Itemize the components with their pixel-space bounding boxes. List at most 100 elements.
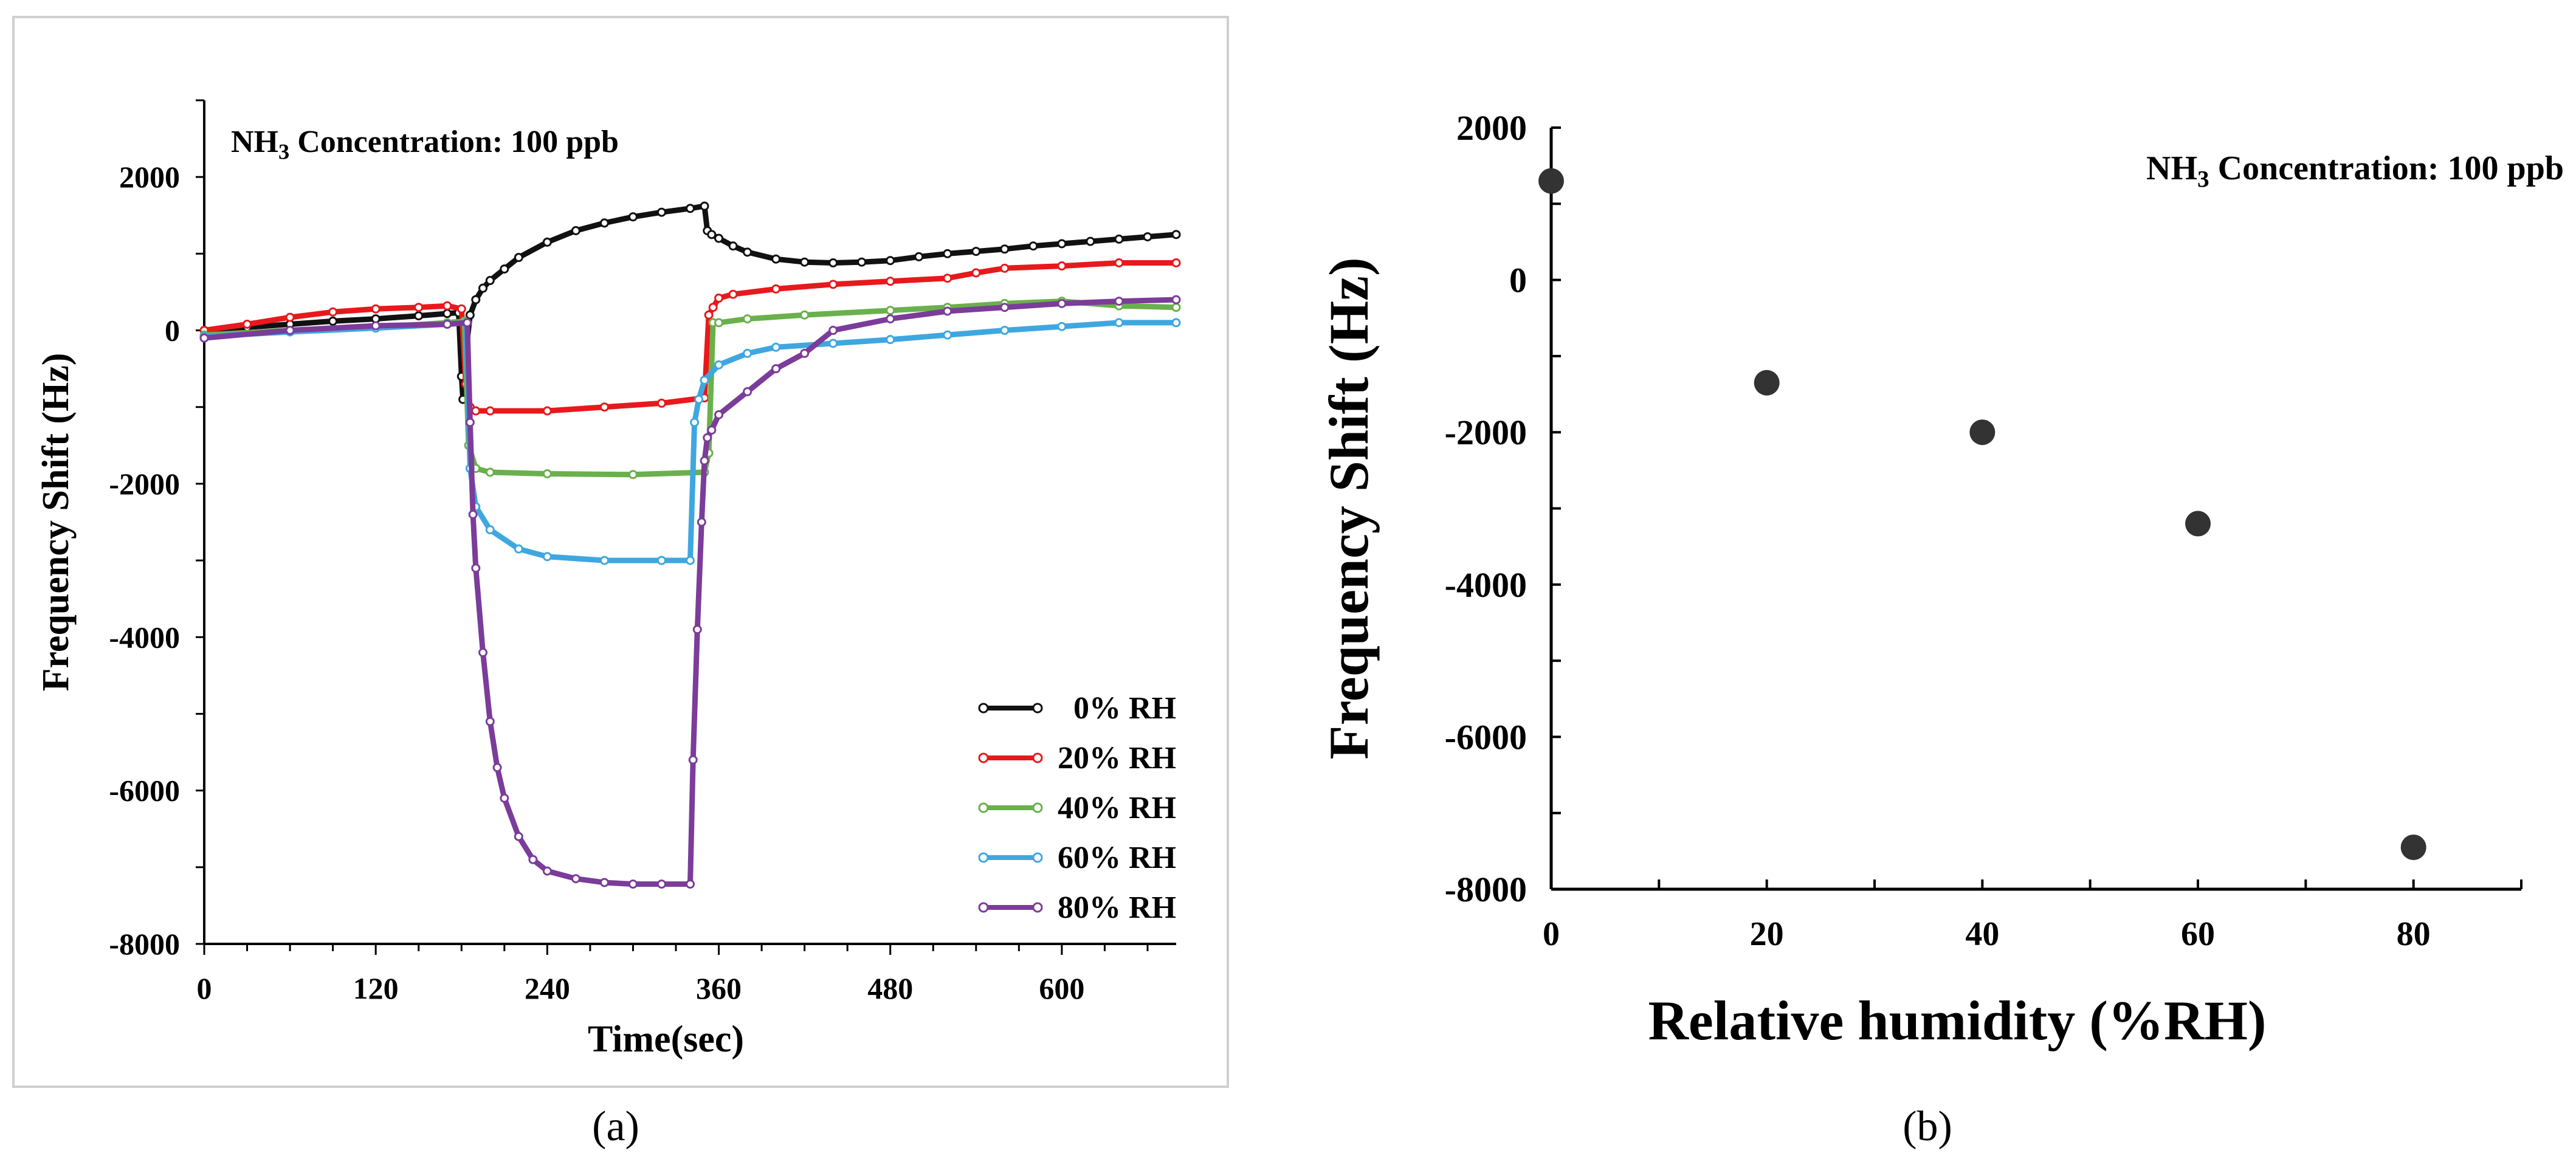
data-point: [478, 648, 488, 658]
data-point: [468, 509, 478, 519]
legend-label-4: 80% RH: [1058, 890, 1176, 925]
data-point: [714, 294, 724, 303]
y-tick-label: -8000: [1445, 870, 1527, 909]
data-point: [485, 467, 495, 477]
data-point: [443, 319, 452, 329]
legend-marker: [978, 902, 989, 913]
legend-marker: [978, 852, 989, 863]
data-point: [707, 230, 717, 239]
data-point: [708, 303, 718, 312]
data-point: [599, 218, 609, 228]
data-point: [485, 717, 495, 726]
data-point: [528, 855, 538, 864]
scatter-point: [2185, 511, 2211, 537]
data-point: [1000, 263, 1010, 273]
data-point: [886, 314, 895, 324]
legend-marker: [1032, 852, 1043, 863]
panel-b-axes: 0 20 40 60 80 2000 0 -2000 -4000 -6000 -8000 Relati…: [1318, 108, 2523, 1051]
data-point: [656, 398, 666, 408]
data-point: [485, 406, 495, 416]
data-point: [514, 544, 523, 554]
y-tick-label: -2000: [1445, 413, 1527, 452]
y-tick-label: -8000: [109, 927, 180, 961]
data-point: [500, 793, 509, 803]
data-point: [943, 249, 952, 258]
data-point: [800, 257, 810, 267]
data-point: [514, 831, 523, 841]
scatter-point: [1969, 419, 1996, 446]
data-point: [628, 212, 638, 222]
x-tick-label: 600: [1039, 971, 1084, 1005]
y-tick-label: 2000: [1456, 108, 1527, 148]
data-point: [1171, 230, 1181, 239]
panel-b-points: [1538, 168, 2426, 861]
data-point: [886, 306, 895, 315]
data-point: [771, 364, 781, 374]
data-point: [692, 625, 702, 635]
data-point: [1114, 318, 1124, 328]
y-tick-label: -4000: [109, 620, 180, 654]
data-point: [743, 314, 752, 324]
data-point: [703, 433, 712, 442]
panel-b-annotation: NH3 Concentration: 100 ppb: [2146, 150, 2564, 192]
data-point: [800, 348, 810, 358]
data-point: [471, 563, 481, 573]
data-point: [199, 333, 209, 343]
data-point: [463, 318, 472, 328]
data-point: [599, 556, 609, 565]
data-point: [465, 310, 475, 320]
data-point: [943, 306, 952, 316]
data-point: [1114, 234, 1124, 244]
data-point: [542, 866, 552, 876]
data-point: [1171, 258, 1181, 268]
data-point: [599, 402, 609, 412]
data-point: [686, 556, 695, 565]
data-point: [1000, 326, 1010, 336]
annotation-text: NH3 Concentration: 100 ppb: [231, 125, 619, 163]
legend-label-0: 0% RH: [1073, 691, 1176, 726]
data-point: [828, 326, 838, 336]
data-point: [542, 552, 552, 562]
data-point: [656, 879, 666, 889]
data-point: [1000, 244, 1010, 254]
data-point: [328, 307, 338, 317]
x-axis-label: Relative humidity (%RH): [1648, 989, 2266, 1051]
legend-marker: [1032, 802, 1043, 813]
data-point: [943, 274, 952, 283]
data-point: [828, 339, 838, 348]
data-point: [728, 289, 738, 299]
panel-a-axes: 0 120 240 360 480 600 2000 0 -2000 -4000 -6000 -800…: [35, 99, 1176, 1060]
data-point: [285, 312, 295, 322]
data-point: [1114, 258, 1124, 268]
legend-marker: [978, 703, 989, 714]
data-point: [1057, 322, 1067, 331]
data-point: [743, 387, 752, 396]
data-point: [971, 247, 981, 256]
annotation-text: NH3 Concentration: 100 ppb: [2146, 150, 2564, 192]
data-point: [628, 879, 638, 889]
data-point: [571, 874, 580, 884]
data-point: [1000, 303, 1010, 312]
data-point: [914, 252, 924, 261]
data-point: [1057, 239, 1067, 249]
data-point: [700, 456, 709, 466]
data-point: [542, 406, 552, 416]
data-point: [686, 204, 695, 213]
data-point: [690, 418, 700, 427]
data-point: [514, 253, 523, 263]
legend-label-3: 60% RH: [1058, 841, 1176, 875]
data-point: [656, 556, 666, 565]
y-tick-label: -6000: [1445, 717, 1527, 757]
scatter-point: [1538, 168, 1564, 194]
data-point: [771, 254, 781, 264]
x-axis-label: Time(sec): [588, 1019, 744, 1060]
data-point: [1086, 236, 1095, 246]
data-point: [700, 376, 709, 385]
legend-label-1: 20% RH: [1058, 741, 1176, 776]
legend-marker: [1032, 902, 1043, 913]
y-axis-label: Frequency Shift (Hz): [35, 353, 77, 692]
y-tick-label: -2000: [109, 467, 180, 501]
data-point: [971, 268, 981, 278]
x-tick-label: 0: [197, 971, 212, 1005]
